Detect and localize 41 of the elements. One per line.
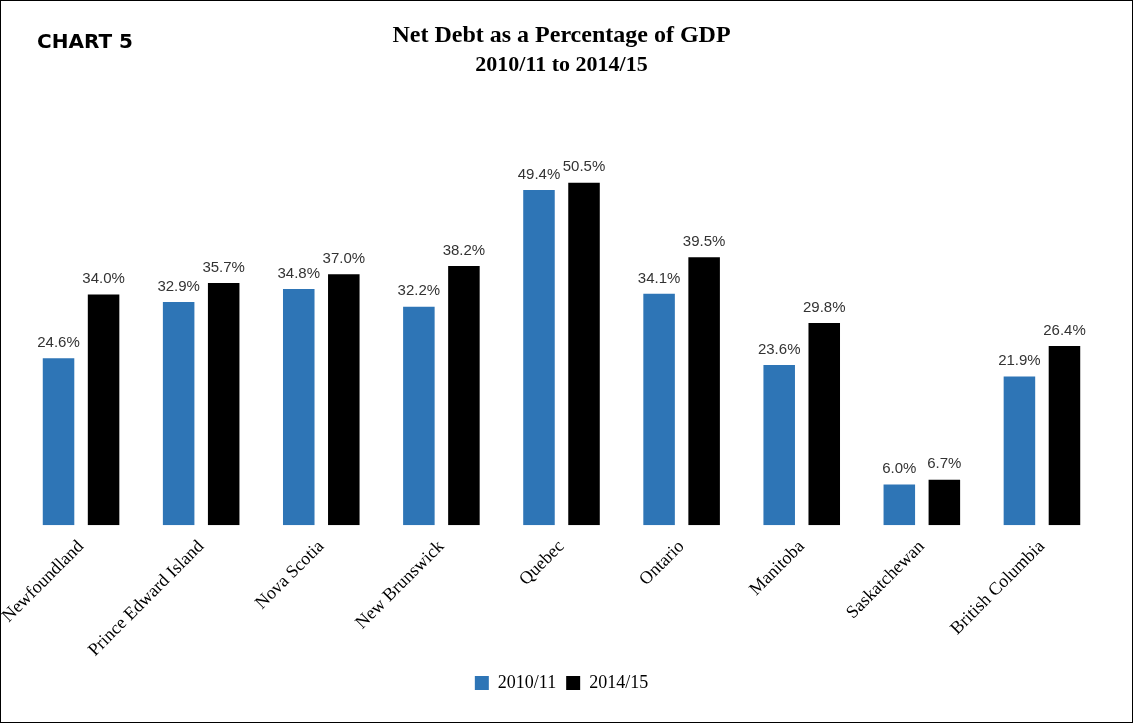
data-label: 50.5% — [562, 157, 606, 175]
data-label: 38.2% — [442, 240, 486, 258]
bar — [523, 190, 555, 526]
bar — [808, 323, 841, 526]
bar — [328, 274, 360, 526]
bar — [763, 365, 795, 526]
bar — [87, 294, 120, 526]
data-label: 34.1% — [637, 268, 681, 286]
data-label: 6.7% — [927, 454, 962, 472]
data-label: 34.0% — [82, 269, 125, 287]
data-label: 26.4% — [1043, 320, 1086, 338]
data-label: 6.0% — [882, 459, 917, 477]
bar — [448, 266, 480, 526]
bar — [688, 257, 720, 526]
chart-subtitle: 2010/11 to 2014/15 — [475, 50, 648, 76]
data-label: 21.9% — [998, 351, 1041, 369]
data-label: 34.8% — [277, 263, 321, 281]
bar — [643, 293, 675, 526]
data-label: 32.2% — [397, 281, 441, 299]
data-label: 37.0% — [322, 248, 366, 266]
legend-label: 2010/11 — [497, 671, 557, 692]
chart-title: Net Debt as a Percentage of GDP — [392, 20, 731, 47]
bar — [568, 182, 600, 526]
data-label: 49.4% — [517, 164, 561, 182]
data-label: 39.5% — [682, 231, 726, 249]
bar — [162, 302, 195, 526]
bar — [928, 479, 961, 526]
bar — [207, 283, 240, 526]
data-label: 32.9% — [157, 276, 200, 294]
bar — [42, 358, 75, 526]
bar — [403, 306, 435, 526]
data-label: 35.7% — [202, 257, 245, 275]
bar — [282, 289, 315, 526]
bar — [1048, 346, 1081, 526]
caption: CHART 5 — [37, 29, 133, 53]
data-label: 23.6% — [757, 339, 801, 357]
data-label: 29.8% — [802, 297, 846, 315]
legend-label: 2014/15 — [589, 671, 649, 692]
bar — [883, 484, 916, 526]
data-label: 24.6% — [37, 332, 80, 350]
bar — [1003, 376, 1036, 526]
